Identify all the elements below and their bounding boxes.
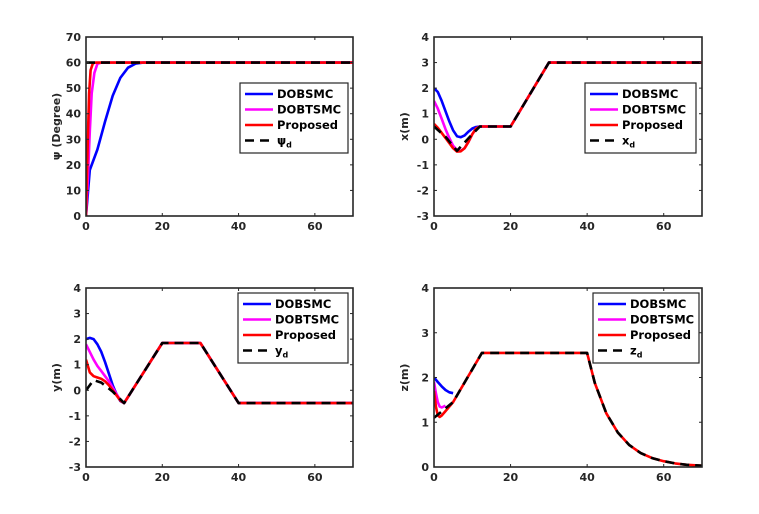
subplot-2: 0 20 40 60 -3 -2 -1 0 1 2 3 4 x(m) DOBSMC DOBTSMCPropo… bbox=[398, 31, 703, 233]
axes-frame bbox=[85, 287, 354, 468]
y-tick-label: 70 bbox=[66, 31, 82, 44]
legend-label: DOBTSMC bbox=[622, 103, 686, 117]
y-tick-label: 60 bbox=[66, 57, 82, 70]
y-tick-label: 2 bbox=[421, 82, 429, 95]
x-tick-label: 20 bbox=[155, 220, 171, 233]
axes-frame bbox=[433, 36, 703, 217]
x-tick-label: 0 bbox=[430, 471, 438, 484]
y-tick-label: 1 bbox=[421, 108, 429, 121]
y-tick-label: 1 bbox=[73, 359, 81, 372]
x-tick-label: 40 bbox=[579, 471, 595, 484]
legend-label: DOBSMC bbox=[277, 87, 333, 101]
y-axis-label: y(m) bbox=[50, 363, 63, 392]
y-tick-label: -1 bbox=[417, 159, 429, 172]
y-tick-label: -3 bbox=[417, 210, 429, 223]
y-tick-label: -2 bbox=[69, 435, 81, 448]
legend-label: DOBSMC bbox=[622, 87, 678, 101]
y-tick-label: 10 bbox=[66, 184, 82, 197]
y-tick-label: 4 bbox=[421, 31, 429, 44]
y-tick-label: 0 bbox=[421, 461, 429, 474]
y-axis-label: x(m) bbox=[398, 112, 411, 141]
series-line-yd bbox=[86, 341, 353, 405]
y-tick-label: 4 bbox=[73, 282, 81, 295]
y-axis-label: z(m) bbox=[398, 364, 411, 392]
x-tick-label: 40 bbox=[231, 471, 247, 484]
x-tick-label: 60 bbox=[656, 220, 672, 233]
x-tick-label: 60 bbox=[307, 471, 323, 484]
x-tick-label: 60 bbox=[307, 220, 323, 233]
x-tick-label: 40 bbox=[231, 220, 247, 233]
y-tick-label: 2 bbox=[421, 372, 429, 385]
legend-label: DOBTSMC bbox=[275, 313, 339, 327]
y-tick-label: 1 bbox=[421, 416, 429, 429]
x-tick-label: 40 bbox=[579, 220, 595, 233]
x-tick-label: 20 bbox=[155, 471, 171, 484]
y-axis-label: ψ (Degree) bbox=[50, 93, 63, 160]
subplot-1: 0 20 40 60 0 10 20 30 40 50 60 70 ψ (Degree) DOBSMC DO… bbox=[50, 31, 354, 233]
y-tick-label: -1 bbox=[69, 410, 81, 423]
legend-label: DOBSMC bbox=[275, 297, 331, 311]
legend-label: Proposed bbox=[622, 118, 683, 132]
axes-frame bbox=[85, 36, 354, 217]
x-tick-label: 0 bbox=[82, 471, 90, 484]
series-line-zd bbox=[434, 351, 702, 467]
series-line-xd bbox=[434, 61, 702, 153]
y-tick-label: 4 bbox=[421, 282, 429, 295]
y-tick-label: 2 bbox=[73, 333, 81, 346]
legend-label: Proposed bbox=[277, 118, 338, 132]
subplot-3: 0 20 40 60 -3 -2 -1 0 1 2 3 4 y(m) DOBSMC DOBTSMCPropo… bbox=[50, 282, 354, 484]
legend-label: DOBSMC bbox=[630, 297, 686, 311]
series-line-proposed bbox=[86, 61, 353, 216]
series-line-dobsmc bbox=[434, 376, 454, 395]
legend-label: DOBTSMC bbox=[277, 103, 341, 117]
x-tick-label: 60 bbox=[656, 471, 672, 484]
y-tick-label: 40 bbox=[66, 108, 82, 121]
y-tick-label: 0 bbox=[73, 210, 81, 223]
y-tick-label: 0 bbox=[73, 384, 81, 397]
y-tick-label: 3 bbox=[73, 308, 81, 321]
y-tick-label: 3 bbox=[421, 57, 429, 70]
y-tick-label: -3 bbox=[69, 461, 81, 474]
series-line-dobtsmc bbox=[434, 381, 447, 409]
y-tick-label: 3 bbox=[421, 327, 429, 340]
x-tick-label: 0 bbox=[82, 220, 90, 233]
y-tick-label: 0 bbox=[421, 133, 429, 146]
x-tick-label: 20 bbox=[503, 471, 519, 484]
legend-label: Proposed bbox=[275, 328, 336, 342]
legend-label: DOBTSMC bbox=[630, 313, 694, 327]
y-tick-label: 30 bbox=[66, 133, 82, 146]
x-tick-label: 0 bbox=[430, 220, 438, 233]
y-tick-label: 50 bbox=[66, 82, 82, 95]
y-tick-label: 20 bbox=[66, 159, 82, 172]
y-tick-label: -2 bbox=[417, 184, 429, 197]
legend-label: Proposed bbox=[630, 328, 691, 342]
x-tick-label: 20 bbox=[503, 220, 519, 233]
